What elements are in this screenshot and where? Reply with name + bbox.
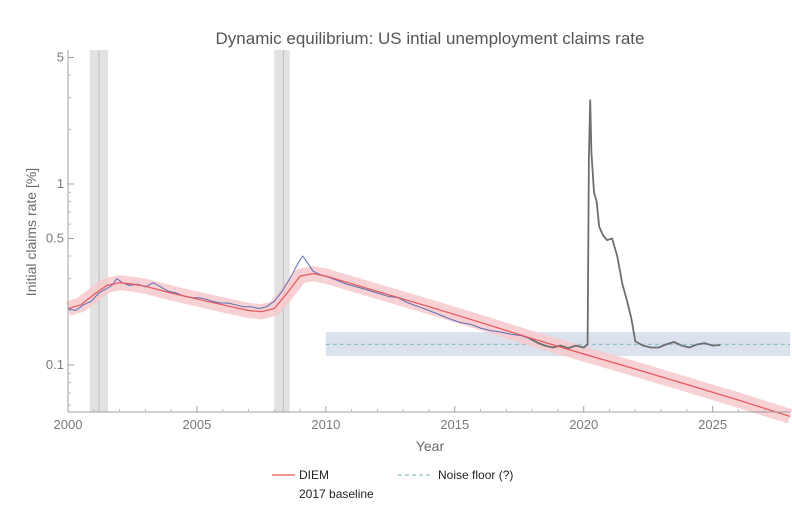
y-tick-label-0: 0.1 <box>46 357 64 372</box>
x-tick-label-5: 2025 <box>698 417 727 432</box>
recession-layer <box>89 50 290 412</box>
axes-layer <box>67 50 790 413</box>
chart-title: Dynamic equilibrium: US intial unemploym… <box>216 29 645 48</box>
x-tick-label-0: 2000 <box>54 417 83 432</box>
y-axis-label: Initial claims rate [%] <box>23 168 39 296</box>
recession-band-1 <box>274 50 290 412</box>
series-line-diem <box>67 273 791 417</box>
y-tick-layer: 0.1 0.5 1 5 <box>46 49 74 406</box>
legend-label-baseline: 2017 baseline <box>299 487 374 501</box>
x-tick-label-1: 2005 <box>182 417 211 432</box>
x-axis-label: Year <box>416 438 445 454</box>
x-tick-label-4: 2020 <box>569 417 598 432</box>
series-line-1 <box>529 99 721 350</box>
x-tick-label-2: 2010 <box>311 417 340 432</box>
y-tick-label-3: 5 <box>57 49 64 64</box>
legend-label-noise-floor: Noise floor (?) <box>438 468 513 482</box>
x-tick-label-3: 2015 <box>440 417 469 432</box>
legend: DIEM 2017 baseline Noise floor (?) <box>272 468 513 501</box>
legend-label-diem: DIEM <box>299 468 329 482</box>
y-tick-label-2: 1 <box>57 176 64 191</box>
line-layer <box>67 99 791 417</box>
x-tick-layer: 2000 2005 2010 2015 2020 2025 <box>54 406 765 432</box>
y-tick-label-1: 0.5 <box>46 230 64 245</box>
series-line-0 <box>67 255 530 340</box>
